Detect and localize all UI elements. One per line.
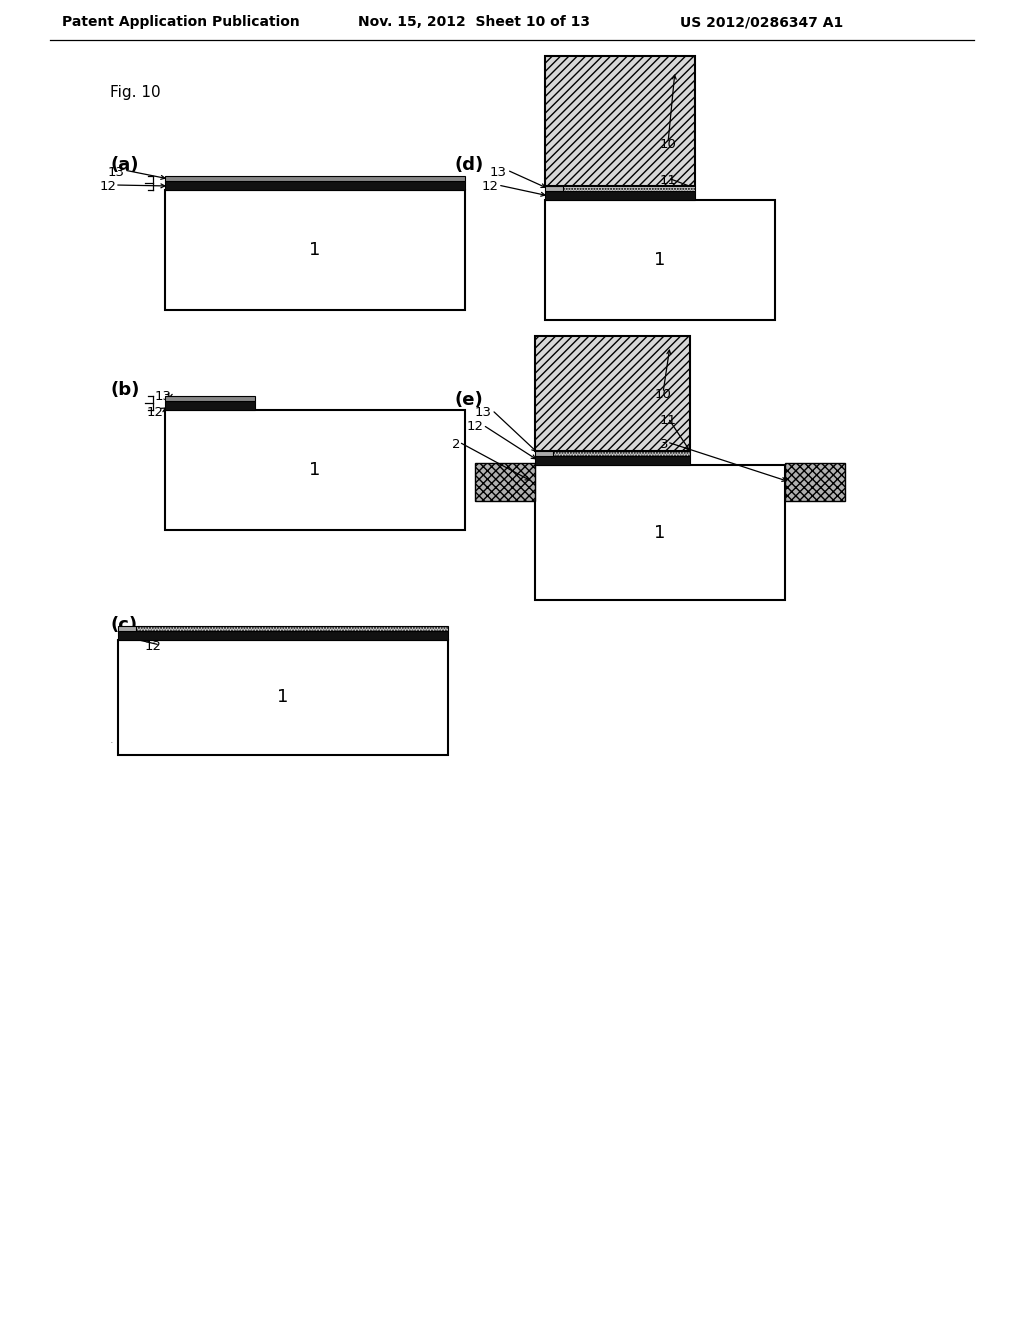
Text: 10: 10 bbox=[660, 139, 677, 152]
Text: 3: 3 bbox=[660, 437, 669, 450]
Text: (e): (e) bbox=[455, 391, 483, 409]
Bar bbox=[545, 191, 695, 201]
Text: 1: 1 bbox=[654, 251, 666, 269]
Text: 12: 12 bbox=[482, 181, 499, 194]
Text: 13: 13 bbox=[108, 165, 125, 178]
Bar bbox=[165, 396, 255, 401]
Bar bbox=[475, 463, 535, 502]
Text: Patent Application Publication: Patent Application Publication bbox=[62, 15, 300, 29]
Text: 1: 1 bbox=[309, 461, 321, 479]
Bar bbox=[545, 55, 695, 186]
Bar bbox=[563, 186, 695, 191]
Bar bbox=[118, 640, 449, 755]
Text: 1: 1 bbox=[278, 689, 289, 706]
Text: 13: 13 bbox=[475, 405, 492, 418]
Text: 12: 12 bbox=[100, 181, 117, 194]
Bar bbox=[545, 186, 563, 191]
Text: (d): (d) bbox=[455, 156, 484, 174]
Bar bbox=[118, 626, 136, 631]
Text: 1: 1 bbox=[654, 524, 666, 541]
Bar bbox=[165, 176, 465, 181]
Text: (b): (b) bbox=[110, 381, 139, 399]
Text: 13: 13 bbox=[490, 165, 507, 178]
Text: (c): (c) bbox=[110, 616, 137, 634]
Text: 11: 11 bbox=[660, 413, 677, 426]
Text: Fig. 10: Fig. 10 bbox=[110, 84, 161, 99]
Bar bbox=[535, 465, 785, 601]
Text: 11: 11 bbox=[240, 626, 257, 639]
Text: 12: 12 bbox=[145, 640, 162, 653]
Bar bbox=[136, 626, 449, 631]
Text: 13: 13 bbox=[155, 391, 172, 404]
Text: Nov. 15, 2012  Sheet 10 of 13: Nov. 15, 2012 Sheet 10 of 13 bbox=[358, 15, 590, 29]
Text: 11: 11 bbox=[660, 173, 677, 186]
Bar bbox=[545, 201, 775, 319]
Bar bbox=[535, 337, 690, 451]
Text: .: . bbox=[110, 735, 114, 744]
Text: 2: 2 bbox=[452, 437, 461, 450]
Text: 12: 12 bbox=[147, 405, 164, 418]
Text: 13: 13 bbox=[153, 626, 170, 639]
Bar bbox=[165, 190, 465, 310]
Text: (a): (a) bbox=[110, 156, 138, 174]
Bar bbox=[165, 181, 465, 190]
Bar bbox=[165, 401, 255, 411]
Bar bbox=[553, 451, 690, 455]
Bar bbox=[118, 631, 449, 640]
Text: US 2012/0286347 A1: US 2012/0286347 A1 bbox=[680, 15, 843, 29]
Bar bbox=[535, 455, 690, 465]
Bar bbox=[785, 463, 845, 502]
Bar bbox=[165, 411, 465, 531]
Text: 12: 12 bbox=[467, 421, 484, 433]
Bar bbox=[535, 451, 553, 455]
Text: 10: 10 bbox=[655, 388, 672, 401]
Text: 1: 1 bbox=[309, 242, 321, 259]
